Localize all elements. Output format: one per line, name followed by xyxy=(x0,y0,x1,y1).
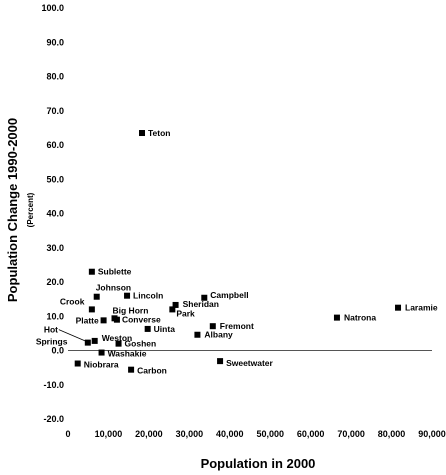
label-fremont: Fremont xyxy=(220,321,254,331)
label-carbon: Carbon xyxy=(137,366,167,376)
y-tick-label: -10.0 xyxy=(43,380,64,390)
label-washakie: Washakie xyxy=(108,349,147,359)
point-platte xyxy=(100,317,107,324)
point-sublette xyxy=(88,268,95,275)
point-weston xyxy=(91,337,98,344)
x-tick-label: 80,000 xyxy=(378,429,406,439)
x-tick-label: 30,000 xyxy=(176,429,204,439)
y-tick-label: 90.0 xyxy=(46,37,64,47)
label-lincoln: Lincoln xyxy=(133,291,163,301)
label-platte: Platte xyxy=(76,315,99,325)
label-campbell: Campbell xyxy=(210,290,248,300)
point-campbell xyxy=(201,294,208,301)
label-park: Park xyxy=(176,308,195,318)
x-axis-title: Population in 2000 xyxy=(201,456,316,471)
label-teton: Teton xyxy=(148,128,171,138)
label-niobrara: Niobrara xyxy=(84,360,119,370)
label-sublette: Sublette xyxy=(98,267,132,277)
point-hot-springs xyxy=(84,339,91,346)
x-tick-label: 20,000 xyxy=(135,429,163,439)
point-park xyxy=(169,306,176,313)
point-converse xyxy=(113,316,120,323)
x-tick-label: 10,000 xyxy=(95,429,123,439)
x-tick-label: 40,000 xyxy=(216,429,244,439)
y-tick-label: 60.0 xyxy=(46,140,64,150)
y-tick-label: 0.0 xyxy=(51,346,64,356)
label-goshen: Goshen xyxy=(125,339,157,349)
x-tick-label: 70,000 xyxy=(337,429,365,439)
y-axis-title: Population Change 1990-2000 xyxy=(5,118,20,302)
label-weston: Weston xyxy=(102,333,133,343)
label-crook: Crook xyxy=(60,296,85,306)
x-tick-label: 90,000 xyxy=(418,429,446,439)
y-tick-label: 100.0 xyxy=(41,3,64,13)
label-uinta: Uinta xyxy=(154,324,176,334)
y-tick-label: 50.0 xyxy=(46,174,64,184)
label-albany: Albany xyxy=(204,330,233,340)
point-fremont xyxy=(209,323,216,330)
y-tick-label: 70.0 xyxy=(46,106,64,116)
point-lincoln xyxy=(124,292,131,299)
point-johnson xyxy=(93,293,100,300)
y-axis-ticks: -20.0 -10.0 0.0 10.0 20.0 30.0 40.0 50.0 60.0 70.… xyxy=(41,3,64,424)
y-tick-label: 30.0 xyxy=(46,243,64,253)
point-sweetwater xyxy=(217,358,224,365)
y-axis-unit: (Percent) xyxy=(26,192,35,227)
x-tick-label: 60,000 xyxy=(297,429,325,439)
x-tick-label: 0 xyxy=(65,429,70,439)
label-sheridan: Sheridan xyxy=(183,299,219,309)
data-points xyxy=(74,130,402,373)
y-tick-label: 40.0 xyxy=(46,209,64,219)
label-converse: Converse xyxy=(122,315,161,325)
label-sweetwater: Sweetwater xyxy=(226,358,273,368)
point-teton xyxy=(139,130,146,137)
leader-line-hot-springs xyxy=(58,329,87,342)
label-hot-springs: Hot Springs xyxy=(36,325,68,347)
y-tick-label: 80.0 xyxy=(46,72,64,82)
point-uinta xyxy=(144,325,151,332)
y-tick-label: 20.0 xyxy=(46,277,64,287)
point-goshen xyxy=(115,340,122,347)
point-niobrara xyxy=(74,360,81,367)
point-carbon xyxy=(128,366,135,373)
point-albany xyxy=(194,331,201,338)
y-axis-title-group: Population Change 1990-2000 (Percent) xyxy=(5,118,35,302)
label-leader-lines xyxy=(58,329,87,342)
y-tick-label: -20.0 xyxy=(43,414,64,424)
point-crook xyxy=(88,306,95,313)
label-natrona: Natrona xyxy=(344,313,376,323)
label-big-horn: Big Horn xyxy=(113,305,149,315)
point-washakie xyxy=(98,349,105,356)
label-johnson: Johnson xyxy=(96,283,131,293)
point-sheridan xyxy=(172,301,179,308)
point-laramie xyxy=(395,304,402,311)
y-tick-label: 10.0 xyxy=(46,311,64,321)
point-natrona xyxy=(333,314,340,321)
label-laramie: Laramie xyxy=(405,303,438,313)
x-tick-label: 50,000 xyxy=(256,429,284,439)
x-axis-ticks: 0 10,000 20,000 30,000 40,000 50,000 60,000 70,… xyxy=(65,429,445,439)
